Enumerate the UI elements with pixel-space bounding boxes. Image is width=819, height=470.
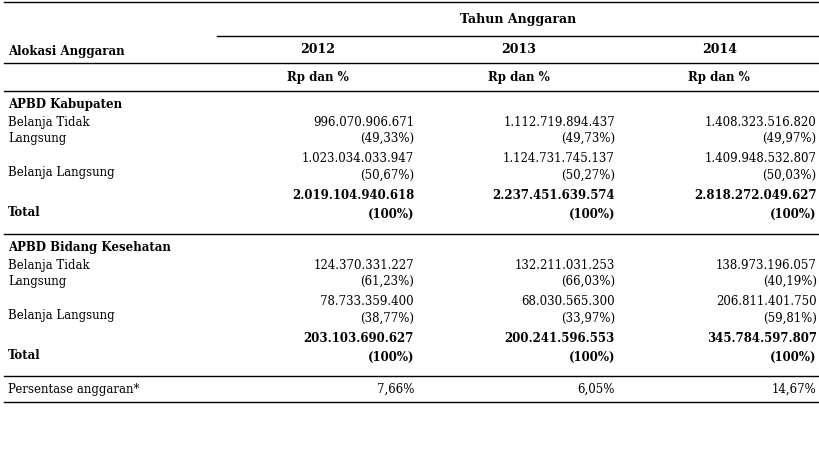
Text: Belanja Tidak: Belanja Tidak: [8, 258, 90, 272]
Text: APBD Bidang Kesehatan: APBD Bidang Kesehatan: [8, 241, 171, 254]
Text: (100%): (100%): [769, 208, 816, 221]
Text: 1.124.731.745.137: 1.124.731.745.137: [503, 152, 614, 165]
Text: (100%): (100%): [367, 208, 414, 221]
Text: Belanja Tidak: Belanja Tidak: [8, 116, 90, 129]
Text: (50,03%): (50,03%): [762, 169, 816, 182]
Text: 1.408.323.516.820: 1.408.323.516.820: [704, 116, 816, 129]
Text: Total: Total: [8, 206, 41, 219]
Text: 2013: 2013: [500, 43, 536, 56]
Text: 345.784.597.807: 345.784.597.807: [706, 332, 816, 345]
Text: (33,97%): (33,97%): [560, 312, 614, 325]
Text: (40,19%): (40,19%): [762, 275, 816, 288]
Text: 203.103.690.627: 203.103.690.627: [303, 332, 414, 345]
Text: (66,03%): (66,03%): [560, 275, 614, 288]
Text: Tahun Anggaran: Tahun Anggaran: [459, 13, 576, 26]
Text: 138.973.196.057: 138.973.196.057: [715, 258, 816, 272]
Text: (100%): (100%): [568, 351, 614, 364]
Text: 1.409.948.532.807: 1.409.948.532.807: [704, 152, 816, 165]
Text: (49,33%): (49,33%): [360, 132, 414, 145]
Text: (100%): (100%): [568, 208, 614, 221]
Text: 2.237.451.639.574: 2.237.451.639.574: [491, 189, 614, 202]
Text: (49,73%): (49,73%): [560, 132, 614, 145]
Text: Alokasi Anggaran: Alokasi Anggaran: [8, 45, 124, 58]
Text: (61,23%): (61,23%): [360, 275, 414, 288]
Text: (100%): (100%): [769, 351, 816, 364]
Text: 996.070.906.671: 996.070.906.671: [313, 116, 414, 129]
Text: Belanja Langsung: Belanja Langsung: [8, 309, 115, 322]
Text: 14,67%: 14,67%: [771, 383, 816, 396]
Text: 2.019.104.940.618: 2.019.104.940.618: [292, 189, 414, 202]
Text: 2014: 2014: [701, 43, 735, 56]
Text: 206.811.401.750: 206.811.401.750: [715, 295, 816, 308]
Text: 2012: 2012: [300, 43, 335, 56]
Text: 6,05%: 6,05%: [577, 383, 614, 396]
Text: Belanja Langsung: Belanja Langsung: [8, 166, 115, 180]
Text: 1.023.034.033.947: 1.023.034.033.947: [301, 152, 414, 165]
Text: APBD Kabupaten: APBD Kabupaten: [8, 98, 122, 111]
Text: 68.030.565.300: 68.030.565.300: [521, 295, 614, 308]
Text: 124.370.331.227: 124.370.331.227: [313, 258, 414, 272]
Text: Langsung: Langsung: [8, 132, 66, 145]
Text: (38,77%): (38,77%): [360, 312, 414, 325]
Text: 132.211.031.253: 132.211.031.253: [514, 258, 614, 272]
Text: 200.241.596.553: 200.241.596.553: [505, 332, 614, 345]
Text: Total: Total: [8, 349, 41, 362]
Text: 78.733.359.400: 78.733.359.400: [320, 295, 414, 308]
Text: 1.112.719.894.437: 1.112.719.894.437: [503, 116, 614, 129]
Text: (50,67%): (50,67%): [360, 169, 414, 182]
Text: (50,27%): (50,27%): [560, 169, 614, 182]
Text: Persentase anggaran*: Persentase anggaran*: [8, 383, 139, 396]
Text: Rp dan %: Rp dan %: [487, 70, 549, 84]
Text: 2.818.272.049.627: 2.818.272.049.627: [693, 189, 816, 202]
Text: (59,81%): (59,81%): [762, 312, 816, 325]
Text: Rp dan %: Rp dan %: [687, 70, 749, 84]
Text: Rp dan %: Rp dan %: [287, 70, 348, 84]
Text: Langsung: Langsung: [8, 275, 66, 288]
Text: 7,66%: 7,66%: [376, 383, 414, 396]
Text: (100%): (100%): [367, 351, 414, 364]
Text: (49,97%): (49,97%): [762, 132, 816, 145]
